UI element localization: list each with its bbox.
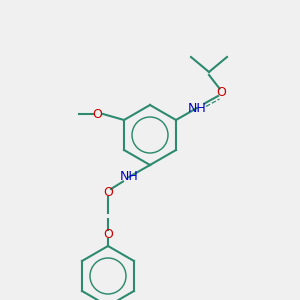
- Text: O: O: [92, 107, 102, 121]
- Text: NH: NH: [120, 170, 138, 184]
- Text: O: O: [103, 185, 113, 199]
- Text: O: O: [216, 86, 226, 100]
- Text: NH: NH: [188, 101, 206, 115]
- Text: O: O: [103, 227, 113, 241]
